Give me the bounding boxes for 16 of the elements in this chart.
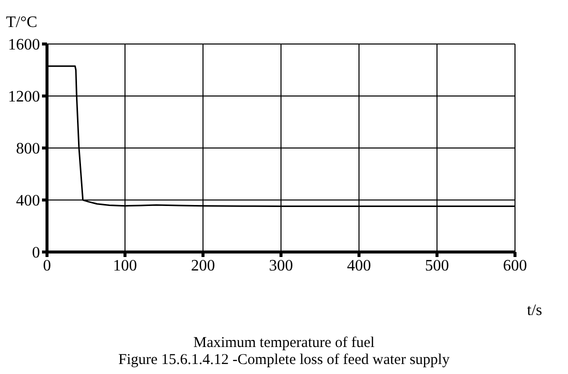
x-tick-label: 0 [43,257,51,274]
x-tick-label: 300 [269,257,293,274]
x-tick-label: 200 [191,257,215,274]
text: Maximum temperature of fuel [192,335,376,352]
y-tick-label: 1200 [8,88,40,106]
y-tick-label: 400 [16,192,40,210]
y-tick-label: 1600 [8,36,40,54]
x-tick-label: 400 [347,257,371,274]
y-tick-label: 800 [16,140,40,158]
y-tick-label: 0 [32,244,40,262]
y-axis-title: T/°C [6,14,38,32]
x-tick-label: 600 [503,257,527,274]
x-tick-label: 500 [425,257,449,274]
x-axis-title: t/s [527,302,542,320]
caption: Figure 15.6.1.4.12 -Complete loss of feed water supply [117,352,451,369]
x-tick-label: 100 [113,257,137,274]
